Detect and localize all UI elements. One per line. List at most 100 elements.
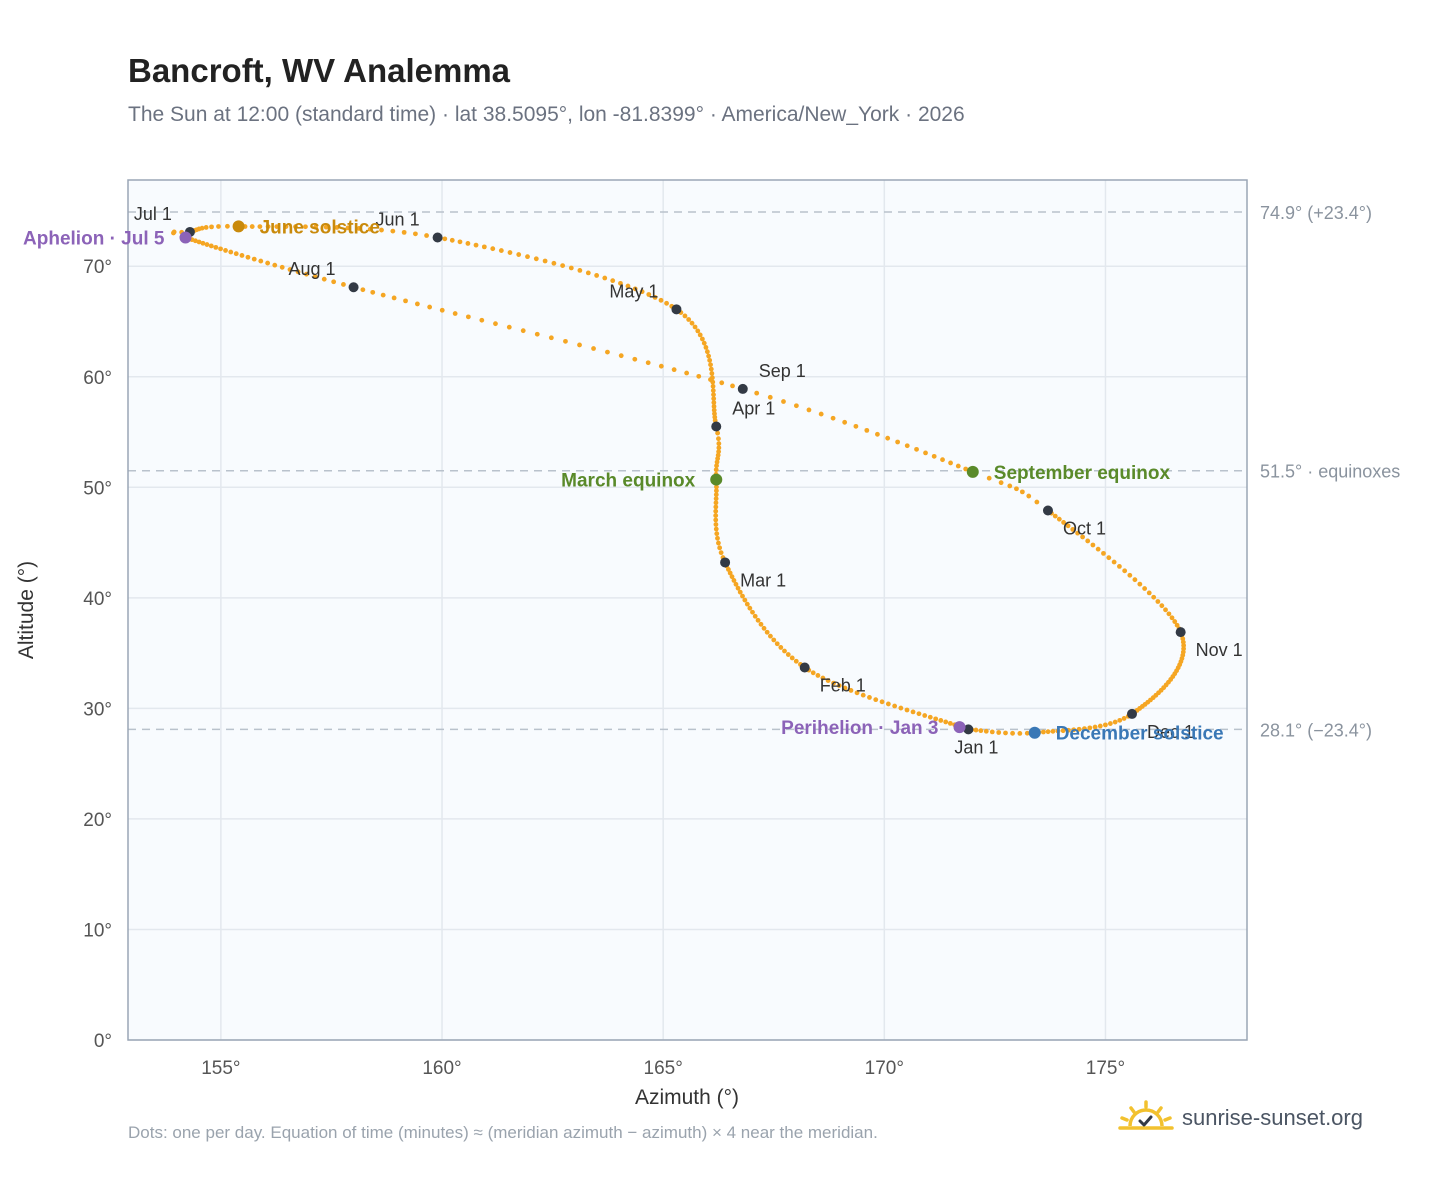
daily-dot [618, 353, 624, 359]
daily-dot [712, 414, 718, 420]
daily-dot [955, 463, 961, 469]
event-label: Aphelion · Jul 5 [23, 228, 165, 249]
daily-dot [716, 540, 721, 546]
daily-dot [1003, 730, 1008, 736]
daily-dot [646, 292, 652, 297]
daily-dot [831, 680, 836, 686]
daily-dot [213, 244, 219, 250]
daily-dot [200, 240, 206, 246]
daily-dot [465, 241, 471, 246]
chart-title: Bancroft, WV Analemma [128, 52, 511, 89]
daily-dot [585, 270, 591, 276]
event-marker [1028, 726, 1041, 739]
daily-dot [710, 383, 716, 389]
daily-dot [754, 390, 760, 396]
daily-dot [1142, 586, 1148, 591]
daily-dot [414, 301, 420, 307]
daily-dot [534, 331, 540, 337]
month-marker-label: Jan 1 [954, 737, 998, 757]
daily-dot [860, 692, 866, 698]
daily-dot [265, 224, 271, 230]
month-marker-label: Mar 1 [740, 570, 786, 590]
daily-dot [341, 282, 346, 287]
brand[interactable]: sunrise-sunset.org [1118, 1100, 1363, 1136]
daily-dot [367, 226, 373, 232]
daily-dot [490, 246, 496, 252]
event-marker [953, 721, 966, 734]
event-marker [710, 473, 723, 486]
daily-dot [820, 675, 826, 681]
daily-dot [682, 313, 688, 319]
daily-dot [1169, 615, 1175, 621]
daily-dot [424, 233, 429, 238]
daily-dot [789, 655, 795, 661]
daily-dot [1082, 726, 1087, 732]
daily-dot [1146, 590, 1152, 596]
daily-dot [686, 317, 692, 322]
daily-dot [713, 513, 719, 518]
daily-dot [947, 720, 953, 726]
daily-dot [706, 353, 712, 359]
daily-dot [506, 324, 512, 330]
daily-dot [618, 280, 623, 286]
month-marker [711, 421, 722, 432]
daily-dot [439, 307, 445, 313]
month-marker-label: Jun 1 [376, 209, 420, 229]
daily-dot [922, 713, 928, 718]
daily-dot [1166, 611, 1172, 617]
daily-dot [251, 256, 257, 262]
month-marker-label: Sep 1 [759, 361, 806, 381]
daily-dot [1026, 493, 1032, 499]
daily-dot [713, 508, 719, 514]
daily-dot [716, 449, 722, 455]
daily-dot [334, 225, 340, 230]
event-label: September equinox [994, 463, 1171, 484]
daily-dot [391, 295, 397, 301]
y-tick-label: 20° [83, 810, 112, 831]
daily-dot [696, 373, 702, 379]
daily-dot [563, 338, 568, 344]
daily-dot [747, 605, 753, 611]
daily-dot [479, 317, 485, 323]
month-marker [1127, 708, 1138, 719]
daily-dot [525, 254, 530, 260]
brand-name: sunrise-sunset.org [1182, 1105, 1363, 1130]
daily-dot [287, 267, 293, 272]
daily-dot [1163, 607, 1168, 613]
daily-dot [983, 728, 989, 734]
x-tick-label: 165° [644, 1058, 683, 1079]
daily-dot [864, 427, 870, 433]
daily-dot [1061, 520, 1066, 525]
daily-dot [171, 230, 176, 236]
daily-dot [710, 388, 716, 393]
x-tick-label: 160° [422, 1058, 461, 1079]
x-tick-label: 175° [1086, 1058, 1125, 1079]
daily-dot [1080, 534, 1086, 540]
daily-dot [1112, 719, 1118, 725]
daily-dot [713, 500, 719, 506]
daily-dot [742, 597, 748, 603]
daily-dot [632, 286, 638, 292]
daily-dot [714, 531, 720, 537]
daily-dot [778, 645, 784, 650]
daily-dot [520, 328, 526, 334]
month-marker [1042, 505, 1053, 516]
daily-dot [1055, 728, 1061, 734]
daily-dot [313, 224, 319, 230]
daily-dot [465, 314, 471, 320]
daily-dot [1060, 728, 1066, 734]
daily-dot [390, 228, 396, 234]
daily-dot [768, 633, 773, 639]
daily-dot [1076, 726, 1082, 732]
daily-dot [1040, 729, 1046, 735]
daily-dot [774, 641, 780, 647]
daily-dot [457, 239, 463, 245]
y-axis-label: Altitude (°) [15, 561, 38, 659]
daily-dot [923, 450, 928, 456]
daily-dot [203, 225, 209, 230]
daily-dot [914, 446, 919, 452]
daily-dot [735, 585, 741, 591]
daily-dot [225, 223, 230, 229]
plot-frame [127, 179, 1248, 1041]
daily-dot [810, 670, 816, 676]
